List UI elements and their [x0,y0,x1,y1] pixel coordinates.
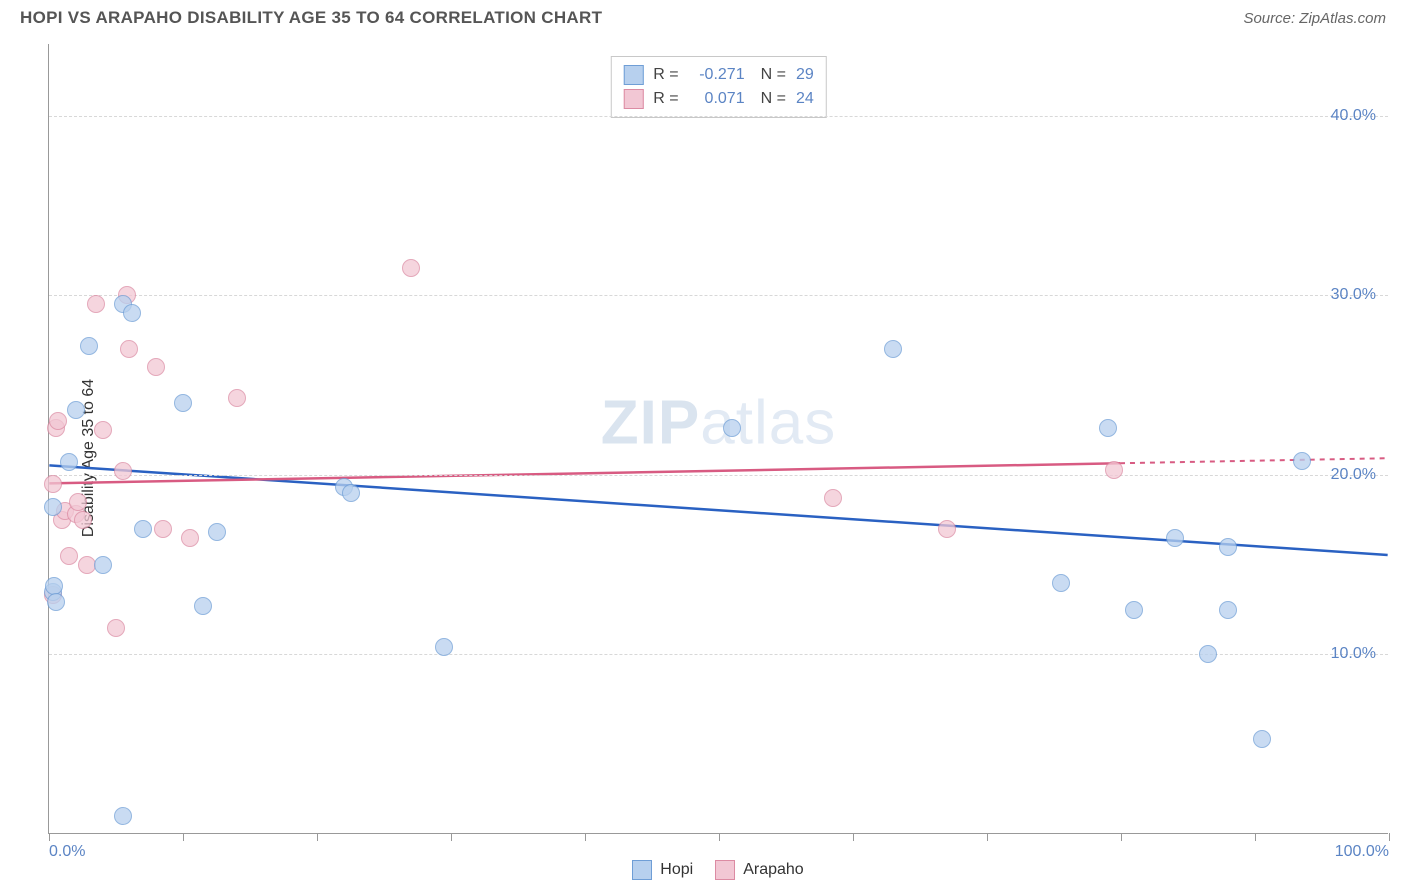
legend-row-arapaho: R = 0.071 N = 24 [623,87,813,111]
gridline [49,475,1388,476]
x-tick-label: 100.0% [1335,843,1389,861]
data-point [154,520,172,538]
x-tick [585,833,586,841]
gridline [49,654,1388,655]
swatch-arapaho-icon [715,860,735,880]
data-point [107,619,125,637]
data-point [114,462,132,480]
swatch-hopi [623,65,643,85]
data-point [147,358,165,376]
series-legend: Hopi Arapaho [48,860,1388,880]
y-tick-label: 20.0% [1331,466,1376,484]
data-point [123,304,141,322]
swatch-hopi-icon [632,860,652,880]
y-tick-label: 10.0% [1331,645,1376,663]
data-point [114,807,132,825]
data-point [228,389,246,407]
data-point [1293,452,1311,470]
data-point [47,593,65,611]
y-tick-label: 30.0% [1331,286,1376,304]
legend-label-hopi: Hopi [660,861,693,879]
data-point [884,340,902,358]
swatch-arapaho [623,89,643,109]
r-value-arapaho: 0.071 [689,90,745,108]
legend-row-hopi: R = -0.271 N = 29 [623,63,813,87]
x-tick [451,833,452,841]
data-point [74,511,92,529]
data-point [60,453,78,471]
source-label: Source: ZipAtlas.com [1243,10,1386,27]
data-point [208,523,226,541]
gridline [49,295,1388,296]
data-point [1099,419,1117,437]
data-point [402,259,420,277]
legend-item-hopi: Hopi [632,860,693,880]
r-value-hopi: -0.271 [689,66,745,84]
data-point [1166,529,1184,547]
x-tick [1121,833,1122,841]
data-point [435,638,453,656]
data-point [87,295,105,313]
x-tick [183,833,184,841]
gridline [49,116,1388,117]
data-point [824,489,842,507]
n-value-hopi: 29 [796,66,814,84]
data-point [723,419,741,437]
chart-title: HOPI VS ARAPAHO DISABILITY AGE 35 TO 64 … [20,8,602,28]
data-point [67,401,85,419]
x-tick [719,833,720,841]
n-value-arapaho: 24 [796,90,814,108]
data-point [120,340,138,358]
data-point [1219,538,1237,556]
data-point [60,547,78,565]
x-tick-label: 0.0% [49,843,85,861]
data-point [94,556,112,574]
data-point [80,337,98,355]
x-tick [1255,833,1256,841]
data-point [342,484,360,502]
plot-area: ZIPatlas R = -0.271 N = 29 R = 0.071 N =… [48,44,1388,834]
data-point [1199,645,1217,663]
y-tick-label: 40.0% [1331,107,1376,125]
data-point [181,529,199,547]
x-tick [1389,833,1390,841]
data-point [69,493,87,511]
data-point [938,520,956,538]
data-point [94,421,112,439]
data-point [194,597,212,615]
data-point [44,498,62,516]
x-tick [853,833,854,841]
watermark: ZIPatlas [601,387,836,458]
data-point [1253,730,1271,748]
regression-lines [49,44,1388,833]
data-point [49,412,67,430]
data-point [1052,574,1070,592]
x-tick [49,833,50,841]
x-tick [317,833,318,841]
data-point [44,475,62,493]
data-point [134,520,152,538]
data-point [1105,461,1123,479]
legend-item-arapaho: Arapaho [715,860,804,880]
data-point [1125,601,1143,619]
correlation-legend: R = -0.271 N = 29 R = 0.071 N = 24 [610,56,826,118]
legend-label-arapaho: Arapaho [743,861,804,879]
data-point [1219,601,1237,619]
x-tick [987,833,988,841]
data-point [174,394,192,412]
chart-container: Disability Age 35 to 64 ZIPatlas R = -0.… [0,34,1406,882]
